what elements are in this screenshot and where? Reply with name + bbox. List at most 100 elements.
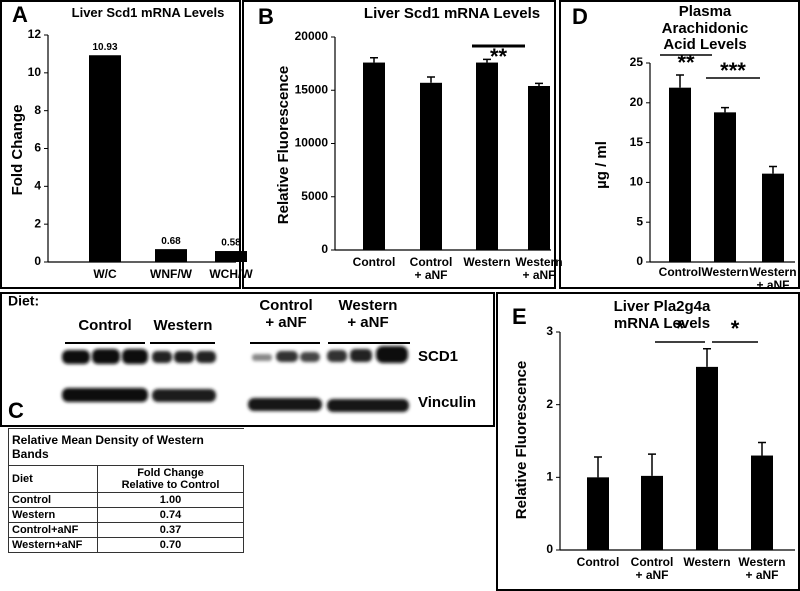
x-tick-label: W/C bbox=[93, 267, 117, 281]
data-label: 0.58 bbox=[221, 238, 241, 249]
data-label: 0.68 bbox=[161, 236, 181, 247]
y-tick-label: 15 bbox=[630, 135, 644, 149]
panel-letter: E bbox=[512, 304, 527, 329]
diet-label: Diet: bbox=[8, 293, 39, 309]
table-cell: 1.00 bbox=[97, 492, 244, 508]
x-tick-label: Western + aNF bbox=[515, 255, 563, 283]
table-title: Relative Mean Density of Western Bands bbox=[8, 428, 244, 466]
table-cell: Western bbox=[8, 507, 98, 523]
y-tick-label: 1 bbox=[546, 470, 553, 484]
significance-label: * bbox=[676, 316, 685, 341]
chart-title: Liver Scd1 mRNA Levels bbox=[363, 5, 541, 22]
table-cell: Western+aNF bbox=[8, 537, 98, 553]
bar bbox=[696, 366, 718, 550]
density-table: Relative Mean Density of Western Bands D… bbox=[8, 428, 244, 553]
y-tick-label: 2 bbox=[34, 216, 41, 230]
y-tick-label: 5000 bbox=[301, 189, 328, 203]
table-cell: 0.74 bbox=[97, 507, 244, 523]
chart-title: Liver Pla2g4a mRNA Levels bbox=[613, 298, 711, 332]
y-axis-label: µg / ml bbox=[593, 141, 610, 189]
y-axis-label: Relative Fluorescence bbox=[513, 361, 530, 519]
significance-label: * bbox=[731, 316, 740, 341]
bar bbox=[762, 173, 784, 262]
y-tick-label: 0 bbox=[546, 542, 553, 556]
error-bar bbox=[535, 82, 543, 86]
y-tick-label: 6 bbox=[34, 141, 41, 155]
table-cell: 0.37 bbox=[97, 522, 244, 538]
x-tick-label: Western bbox=[701, 265, 749, 279]
table-cell: Control bbox=[8, 492, 98, 508]
panel-border bbox=[0, 0, 241, 289]
x-tick-label: WNF/W bbox=[150, 267, 192, 281]
y-tick-label: 3 bbox=[546, 324, 553, 338]
chart-title: Liver Scd1 mRNA Levels bbox=[71, 5, 225, 20]
x-tick-label: Western + aNF bbox=[738, 555, 786, 583]
x-tick-label: Control bbox=[576, 555, 620, 569]
panel-border bbox=[242, 0, 556, 289]
group-label: Control + aNF bbox=[259, 297, 313, 331]
bar bbox=[215, 251, 247, 262]
y-tick-label: 20 bbox=[630, 95, 644, 109]
y-tick-label: 0 bbox=[321, 242, 328, 256]
error-bar bbox=[594, 456, 602, 478]
panel-letter: D bbox=[572, 4, 588, 29]
bar bbox=[420, 82, 442, 250]
group-label: Western + aNF bbox=[338, 297, 398, 331]
error-bar bbox=[721, 106, 729, 113]
y-tick-label: 15000 bbox=[295, 82, 329, 96]
bar bbox=[89, 55, 121, 263]
significance-label: *** bbox=[720, 58, 746, 83]
table-header: Diet bbox=[8, 465, 98, 493]
panel-border bbox=[559, 0, 800, 289]
error-bar bbox=[769, 165, 777, 174]
x-tick-label: Western bbox=[683, 555, 731, 569]
data-label: 10.93 bbox=[92, 42, 117, 53]
y-tick-label: 10000 bbox=[295, 136, 329, 150]
band-label: Vinculin bbox=[418, 394, 476, 411]
x-tick-label: Control + aNF bbox=[409, 255, 453, 283]
significance-label: ** bbox=[677, 50, 695, 75]
bar bbox=[476, 62, 498, 251]
x-tick-label: Control bbox=[352, 255, 396, 269]
table-header: Fold Change Relative to Control bbox=[97, 465, 244, 493]
y-tick-label: 10 bbox=[28, 65, 42, 79]
panel-border bbox=[496, 292, 800, 591]
y-tick-label: 4 bbox=[34, 179, 41, 193]
panel-letter: B bbox=[258, 4, 274, 29]
bar bbox=[528, 85, 550, 251]
group-label: Western bbox=[153, 317, 213, 334]
bar bbox=[669, 87, 691, 263]
y-tick-label: 0 bbox=[636, 254, 643, 268]
error-bar bbox=[676, 74, 684, 88]
bar bbox=[751, 455, 773, 550]
bar bbox=[587, 477, 609, 550]
x-tick-label: Western bbox=[463, 255, 511, 269]
error-bar bbox=[427, 76, 435, 83]
y-tick-label: 20000 bbox=[295, 29, 329, 43]
panel-letter: A bbox=[12, 2, 28, 27]
x-tick-label: Control + aNF bbox=[630, 555, 674, 583]
y-tick-label: 2 bbox=[546, 397, 553, 411]
bar bbox=[641, 475, 663, 550]
x-tick-label: WCH/W bbox=[209, 267, 253, 281]
error-bar bbox=[648, 453, 656, 476]
group-label: Control bbox=[78, 317, 132, 334]
error-bar bbox=[703, 347, 711, 367]
table-cell: Control+aNF bbox=[8, 522, 98, 538]
x-tick-label: Western + aNF bbox=[749, 265, 797, 293]
y-tick-label: 5 bbox=[636, 214, 643, 228]
error-bar bbox=[370, 57, 378, 63]
error-bar bbox=[758, 441, 766, 456]
error-bar bbox=[483, 58, 491, 63]
y-axis-label: Fold Change bbox=[9, 105, 26, 196]
y-axis-label: Relative Fluorescence bbox=[275, 66, 292, 224]
bar bbox=[714, 112, 736, 263]
x-tick-label: Control bbox=[658, 265, 702, 279]
bar bbox=[155, 249, 187, 262]
y-tick-label: 25 bbox=[630, 55, 644, 69]
blot bbox=[62, 346, 409, 412]
significance-label: ** bbox=[490, 44, 508, 69]
band-label: SCD1 bbox=[418, 348, 458, 365]
